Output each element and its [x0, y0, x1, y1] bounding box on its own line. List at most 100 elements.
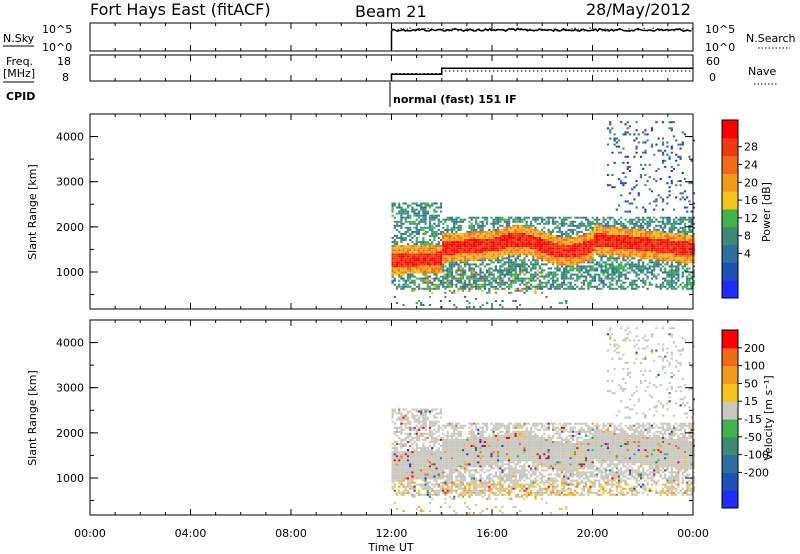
- data-cell: [514, 261, 517, 264]
- data-cell: [422, 477, 425, 480]
- data-cell: [657, 251, 660, 254]
- data-cell: [464, 281, 467, 284]
- data-cell: [653, 273, 656, 276]
- data-cell: [398, 443, 401, 445]
- nsearch-point: [646, 30, 648, 32]
- data-cell: [688, 249, 691, 252]
- data-cell: [479, 259, 482, 262]
- data-cell: [413, 436, 416, 439]
- data-cell: [479, 273, 482, 276]
- data-cell: [398, 251, 401, 254]
- data-cell: [431, 455, 434, 458]
- data-cell: [453, 226, 456, 229]
- data-cell: [404, 230, 407, 233]
- data-cell: [433, 285, 436, 288]
- data-cell: [692, 241, 695, 244]
- data-cell: [556, 243, 559, 246]
- data-cell: [589, 257, 592, 260]
- data-cell: [472, 241, 475, 244]
- data-cell: [420, 459, 423, 462]
- data-cell: [464, 257, 467, 260]
- data-cell: [664, 222, 667, 225]
- data-cell: [391, 410, 394, 413]
- data-cell: [437, 269, 440, 272]
- data-cell: [453, 228, 456, 231]
- data-cell: [413, 271, 416, 274]
- data-cell: [402, 249, 405, 252]
- data-cell: [664, 232, 667, 235]
- data-cell: [514, 218, 517, 221]
- data-cell: [409, 273, 412, 276]
- data-cell: [637, 243, 640, 246]
- data-cell: [413, 493, 416, 496]
- data-cell: [606, 285, 610, 288]
- data-cell: [409, 451, 412, 454]
- data-cell: [580, 287, 583, 290]
- data-cell: [406, 283, 410, 286]
- data-cell: [466, 277, 469, 280]
- data-cell: [457, 220, 460, 223]
- data-cell: [593, 245, 596, 248]
- data-cell: [435, 441, 438, 443]
- data-cell: [565, 216, 568, 219]
- data-cell: [545, 216, 548, 219]
- data-cell: [563, 277, 566, 280]
- data-cell: [391, 202, 394, 205]
- data-cell: [642, 239, 645, 241]
- data-cell: [422, 273, 425, 276]
- data-cell: [569, 255, 572, 258]
- data-cell: [406, 220, 410, 223]
- data-cell: [516, 251, 519, 254]
- data-cell: [585, 249, 588, 252]
- data-cell: [444, 269, 447, 272]
- nsearch-point: [427, 27, 429, 30]
- data-cell: [642, 237, 645, 239]
- data-cell: [683, 237, 687, 239]
- data-cell: [499, 216, 502, 219]
- data-cell: [609, 247, 612, 250]
- data-cell: [609, 129, 612, 132]
- data-cell: [468, 245, 471, 248]
- data-cell: [398, 255, 401, 258]
- data-cell: [679, 235, 682, 237]
- data-cell: [446, 285, 449, 288]
- data-cell: [494, 220, 497, 223]
- data-cell: [589, 247, 592, 250]
- data-cell: [598, 249, 601, 252]
- data-cell: [604, 230, 607, 233]
- data-cell: [413, 255, 416, 258]
- data-cell: [450, 275, 454, 278]
- data-cell: [639, 235, 643, 237]
- data-cell: [442, 259, 445, 262]
- data-cell: [424, 202, 427, 205]
- data-cell: [413, 461, 416, 464]
- data-cell: [655, 277, 658, 280]
- data-cell: [591, 267, 594, 270]
- data-cell: [422, 457, 425, 460]
- data-cell: [391, 412, 394, 415]
- data-cell: [446, 273, 449, 276]
- data-cell: [637, 251, 640, 254]
- data-cell: [598, 224, 601, 227]
- data-cell: [609, 243, 612, 246]
- data-cell: [666, 263, 669, 266]
- data-cell: [655, 204, 658, 207]
- data-cell: [404, 267, 407, 270]
- data-cell: [545, 281, 548, 284]
- data-cell: [437, 255, 440, 258]
- data-cell: [417, 420, 421, 423]
- data-cell: [466, 230, 469, 233]
- data-cell: [653, 265, 656, 268]
- data-cell: [481, 259, 484, 262]
- data-cell: [413, 416, 416, 419]
- data-cell: [450, 259, 454, 262]
- data-cell: [433, 479, 436, 482]
- data-cell: [554, 237, 557, 239]
- data-cell: [587, 241, 590, 244]
- data-cell: [611, 239, 614, 241]
- data-cell: [637, 259, 640, 262]
- data-cell: [398, 467, 401, 470]
- data-cell: [545, 239, 548, 241]
- data-cell: [556, 235, 559, 237]
- data-cell: [395, 259, 399, 262]
